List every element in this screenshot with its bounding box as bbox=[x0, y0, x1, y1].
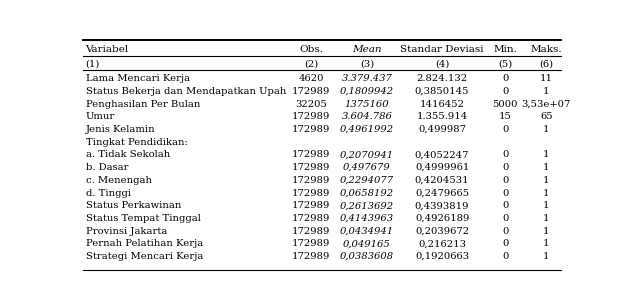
Text: 0: 0 bbox=[502, 74, 508, 83]
Text: Pernah Pelatihan Kerja: Pernah Pelatihan Kerja bbox=[86, 239, 203, 248]
Text: Provinsi Jakarta: Provinsi Jakarta bbox=[86, 227, 167, 236]
Text: 0: 0 bbox=[502, 150, 508, 159]
Text: Maks.: Maks. bbox=[531, 45, 562, 54]
Text: Status Bekerja dan Mendapatkan Upah: Status Bekerja dan Mendapatkan Upah bbox=[86, 87, 286, 96]
Text: 1: 1 bbox=[543, 150, 550, 159]
Text: 0: 0 bbox=[502, 125, 508, 134]
Text: 172989: 172989 bbox=[292, 252, 331, 261]
Text: 1: 1 bbox=[543, 176, 550, 185]
Text: 1: 1 bbox=[543, 163, 550, 172]
Text: d. Tinggi: d. Tinggi bbox=[86, 188, 131, 197]
Text: 0,497679: 0,497679 bbox=[343, 163, 391, 172]
Text: 0,2479665: 0,2479665 bbox=[415, 188, 469, 197]
Text: 172989: 172989 bbox=[292, 214, 331, 223]
Text: 0,2070941: 0,2070941 bbox=[340, 150, 394, 159]
Text: 0,3850145: 0,3850145 bbox=[415, 87, 470, 96]
Text: 65: 65 bbox=[540, 112, 553, 121]
Text: 32205: 32205 bbox=[295, 99, 327, 109]
Text: 5000: 5000 bbox=[493, 99, 518, 109]
Text: 1: 1 bbox=[543, 252, 550, 261]
Text: 3.379.437: 3.379.437 bbox=[341, 74, 393, 83]
Text: Obs.: Obs. bbox=[299, 45, 323, 54]
Text: (2): (2) bbox=[304, 59, 318, 68]
Text: 0: 0 bbox=[502, 201, 508, 210]
Text: 0,2613692: 0,2613692 bbox=[340, 201, 394, 210]
Text: 172989: 172989 bbox=[292, 201, 331, 210]
Text: (4): (4) bbox=[435, 59, 449, 68]
Text: 172989: 172989 bbox=[292, 188, 331, 197]
Text: 0: 0 bbox=[502, 214, 508, 223]
Text: 172989: 172989 bbox=[292, 125, 331, 134]
Text: b. Dasar: b. Dasar bbox=[86, 163, 128, 172]
Text: 0: 0 bbox=[502, 252, 508, 261]
Text: 1: 1 bbox=[543, 214, 550, 223]
Text: 3.604.786: 3.604.786 bbox=[341, 112, 393, 121]
Text: Status Tempat Tinggal: Status Tempat Tinggal bbox=[86, 214, 200, 223]
Text: Status Perkawinan: Status Perkawinan bbox=[86, 201, 181, 210]
Text: 0,499987: 0,499987 bbox=[418, 125, 466, 134]
Text: Tingkat Pendidikan:: Tingkat Pendidikan: bbox=[86, 138, 187, 147]
Text: 0,2039672: 0,2039672 bbox=[415, 227, 469, 236]
Text: 172989: 172989 bbox=[292, 112, 331, 121]
Text: Lama Mencari Kerja: Lama Mencari Kerja bbox=[86, 74, 190, 83]
Text: 1: 1 bbox=[543, 125, 550, 134]
Text: Standar Deviasi: Standar Deviasi bbox=[401, 45, 484, 54]
Text: 0,4204531: 0,4204531 bbox=[415, 176, 470, 185]
Text: 1: 1 bbox=[543, 188, 550, 197]
Text: 0,1809942: 0,1809942 bbox=[340, 87, 394, 96]
Text: c. Menengah: c. Menengah bbox=[86, 176, 151, 185]
Text: 172989: 172989 bbox=[292, 150, 331, 159]
Text: 0,0383608: 0,0383608 bbox=[340, 252, 394, 261]
Text: 1: 1 bbox=[543, 239, 550, 248]
Text: 1.355.914: 1.355.914 bbox=[416, 112, 468, 121]
Text: 4620: 4620 bbox=[299, 74, 324, 83]
Text: (3): (3) bbox=[360, 59, 374, 68]
Text: 0: 0 bbox=[502, 188, 508, 197]
Text: 0: 0 bbox=[502, 87, 508, 96]
Text: 0,4052247: 0,4052247 bbox=[415, 150, 470, 159]
Text: Min.: Min. bbox=[493, 45, 517, 54]
Text: 0: 0 bbox=[502, 227, 508, 236]
Text: 0,4143963: 0,4143963 bbox=[340, 214, 394, 223]
Text: 1375160: 1375160 bbox=[344, 99, 389, 109]
Text: Umur: Umur bbox=[86, 112, 115, 121]
Text: 0,4926189: 0,4926189 bbox=[415, 214, 470, 223]
Text: Jenis Kelamin: Jenis Kelamin bbox=[86, 125, 155, 134]
Text: 2.824.132: 2.824.132 bbox=[416, 74, 468, 83]
Text: Strategi Mencari Kerja: Strategi Mencari Kerja bbox=[86, 252, 203, 261]
Text: 172989: 172989 bbox=[292, 239, 331, 248]
Text: 0,216213: 0,216213 bbox=[418, 239, 466, 248]
Text: 172989: 172989 bbox=[292, 87, 331, 96]
Text: 0,4961992: 0,4961992 bbox=[340, 125, 394, 134]
Text: 1: 1 bbox=[543, 87, 550, 96]
Text: 15: 15 bbox=[499, 112, 511, 121]
Text: 0,4393819: 0,4393819 bbox=[415, 201, 470, 210]
Text: Mean: Mean bbox=[352, 45, 382, 54]
Text: 0: 0 bbox=[502, 163, 508, 172]
Text: 0,1920663: 0,1920663 bbox=[415, 252, 469, 261]
Text: (1): (1) bbox=[86, 59, 100, 68]
Text: Variabel: Variabel bbox=[86, 45, 129, 54]
Text: 3,53e+07: 3,53e+07 bbox=[521, 99, 571, 109]
Text: 0,0658192: 0,0658192 bbox=[340, 188, 394, 197]
Text: 0,049165: 0,049165 bbox=[343, 239, 391, 248]
Text: 172989: 172989 bbox=[292, 176, 331, 185]
Text: 0,4999961: 0,4999961 bbox=[415, 163, 470, 172]
Text: 1: 1 bbox=[543, 227, 550, 236]
Text: 0,0434941: 0,0434941 bbox=[340, 227, 394, 236]
Text: 172989: 172989 bbox=[292, 163, 331, 172]
Text: 172989: 172989 bbox=[292, 227, 331, 236]
Text: 1: 1 bbox=[543, 201, 550, 210]
Text: 0: 0 bbox=[502, 239, 508, 248]
Text: Penghasilan Per Bulan: Penghasilan Per Bulan bbox=[86, 99, 200, 109]
Text: a. Tidak Sekolah: a. Tidak Sekolah bbox=[86, 150, 170, 159]
Text: (6): (6) bbox=[540, 59, 553, 68]
Text: 0,2294077: 0,2294077 bbox=[340, 176, 394, 185]
Text: 0: 0 bbox=[502, 176, 508, 185]
Text: (5): (5) bbox=[498, 59, 512, 68]
Text: 1416452: 1416452 bbox=[419, 99, 464, 109]
Text: 11: 11 bbox=[540, 74, 553, 83]
